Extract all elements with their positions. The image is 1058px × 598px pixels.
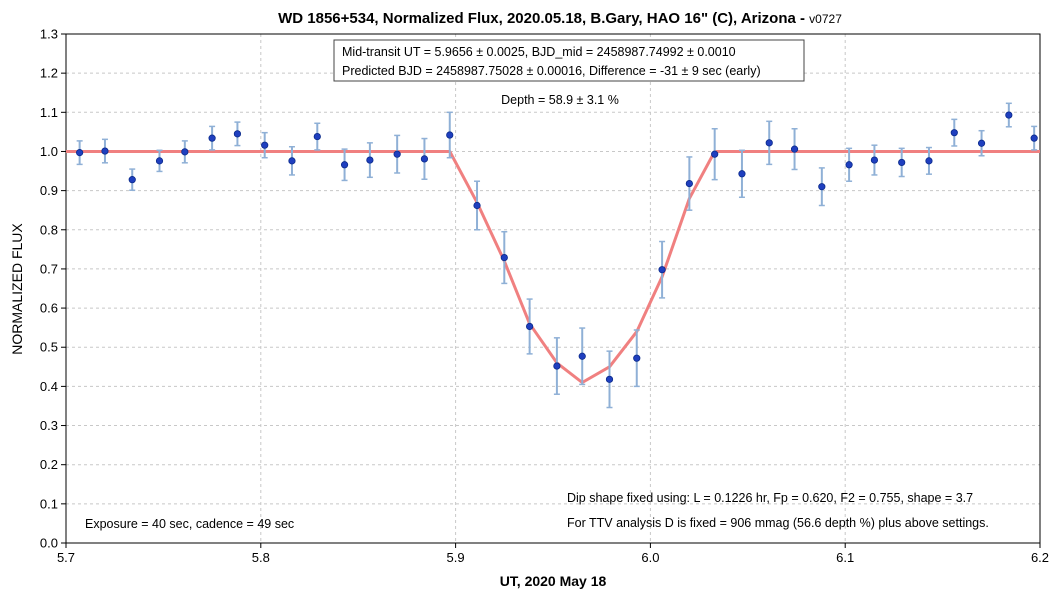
y-tick-label: 0.8	[40, 222, 58, 237]
y-tick-label: 1.2	[40, 66, 58, 81]
data-point	[818, 183, 826, 191]
data-point	[473, 201, 481, 210]
ttv-annotation: For TTV analysis D is fixed = 906 mmag (…	[567, 516, 989, 530]
y-tick-label: 0.3	[40, 418, 58, 433]
y-tick-label: 1.1	[40, 105, 58, 120]
depth-annotation: Depth = 58.9 ± 3.1 %	[501, 93, 619, 107]
data-point	[420, 155, 429, 163]
data-point	[658, 266, 666, 274]
x-tick-label: 5.7	[57, 550, 75, 565]
y-tick-label: 0.5	[40, 340, 58, 355]
data-point	[950, 129, 958, 137]
data-point	[128, 176, 136, 184]
y-tick-label: 0.4	[40, 379, 58, 394]
data-points	[76, 111, 1038, 383]
dip-shape-annotation: Dip shape fixed using: L = 0.1226 hr, Fp…	[567, 491, 973, 505]
chart-title: WD 1856+534, Normalized Flux, 2020.05.18…	[278, 10, 842, 27]
data-point	[605, 375, 614, 383]
data-point	[738, 170, 746, 178]
y-tick-label: 0.7	[40, 261, 58, 276]
y-tick-label: 0.9	[40, 183, 58, 198]
y-tick-label: 0.6	[40, 301, 58, 316]
data-point	[870, 156, 879, 164]
x-tick-label: 6.0	[641, 550, 659, 565]
y-tick-label: 1.0	[40, 144, 58, 159]
data-point	[526, 322, 534, 331]
y-tick-label: 0.2	[40, 457, 58, 472]
data-point	[765, 139, 773, 147]
data-point	[500, 253, 508, 262]
data-point	[446, 131, 454, 139]
y-axis-ticks: 0.0 0.1 0.2 0.3 0.4 0.5 0.6 0.7 0.8 0.9 1.0 1.1 1.2 1…	[40, 27, 66, 551]
data-point	[578, 352, 586, 360]
exposure-annotation: Exposure = 40 sec, cadence = 49 sec	[85, 517, 294, 531]
data-point	[313, 132, 321, 141]
data-point	[790, 145, 799, 153]
data-point	[393, 150, 401, 158]
y-tick-label: 0.1	[40, 496, 58, 511]
data-point	[76, 149, 84, 157]
data-point	[898, 158, 906, 167]
data-point	[1030, 134, 1038, 142]
y-tick-label: 1.3	[40, 27, 58, 42]
y-axis-label: NORMALIZED FLUX	[9, 223, 25, 355]
x-axis-label: UT, 2020 May 18	[500, 573, 607, 589]
x-tick-label: 6.1	[836, 550, 854, 565]
x-axis-ticks: 5.7 5.8 5.9 6.0 6.1 6.2	[57, 543, 1049, 565]
data-point	[366, 156, 374, 164]
data-point	[181, 148, 189, 156]
plot-area: 0.0 0.1 0.2 0.3 0.4 0.5 0.6 0.7 0.8 0.9 1.0 1.1 1.2 1…	[40, 27, 1049, 566]
data-point	[925, 157, 933, 165]
title-main: WD 1856+534, Normalized Flux, 2020.05.18…	[278, 10, 809, 27]
info-box-line2: Predicted BJD = 2458987.75028 ± 0.00016,…	[342, 64, 761, 78]
x-tick-label: 6.2	[1031, 550, 1049, 565]
data-point	[101, 147, 109, 155]
title-version: v0727	[809, 12, 842, 26]
plot-frame	[65, 33, 1041, 544]
y-tick-label: 0.0	[40, 536, 58, 551]
data-point	[340, 161, 349, 169]
data-point	[233, 130, 242, 138]
data-point	[1005, 111, 1013, 119]
data-point	[553, 362, 561, 370]
x-tick-label: 5.8	[252, 550, 270, 565]
data-point	[261, 141, 269, 149]
data-point	[208, 134, 216, 142]
x-tick-label: 5.9	[447, 550, 465, 565]
data-point	[633, 354, 641, 362]
data-point	[288, 157, 296, 165]
data-point	[845, 161, 853, 169]
data-point	[685, 179, 693, 188]
data-point	[711, 150, 719, 158]
info-box	[333, 39, 805, 82]
data-point	[977, 139, 986, 147]
data-point	[155, 157, 164, 165]
info-box-line1: Mid-transit UT = 5.9656 ± 0.0025, BJD_mi…	[342, 45, 736, 59]
